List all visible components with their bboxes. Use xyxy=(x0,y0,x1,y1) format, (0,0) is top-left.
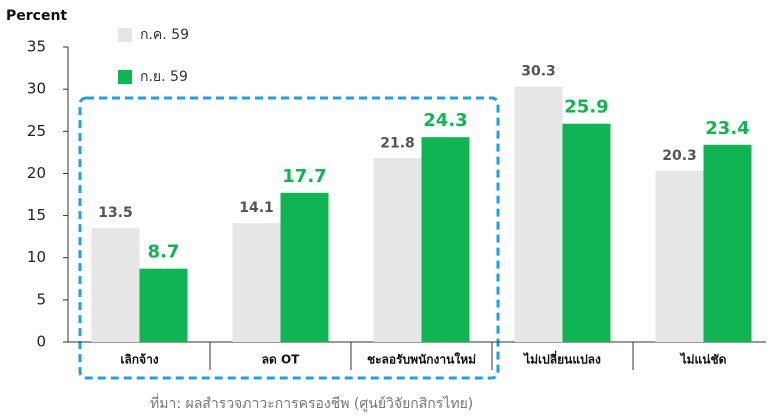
y-axis-label: Percent xyxy=(6,8,67,24)
y-tick-label: 25 xyxy=(27,122,46,140)
value-label: 14.1 xyxy=(239,200,274,216)
x-tick-label: ไม่แน่ชัด xyxy=(679,352,727,367)
value-label: 8.7 xyxy=(148,242,180,263)
y-tick-label: 35 xyxy=(27,38,46,56)
bar xyxy=(139,268,188,342)
value-label: 30.3 xyxy=(521,64,556,80)
value-label: 23.4 xyxy=(705,118,749,139)
y-tick-label: 5 xyxy=(36,290,46,308)
bar xyxy=(514,86,563,342)
value-label: 17.7 xyxy=(282,166,326,187)
y-tick-label: 30 xyxy=(27,80,46,98)
highlight-box xyxy=(78,96,500,380)
bar xyxy=(703,144,752,342)
x-tick-label: ชะลอรับพนักงานใหม่ xyxy=(367,352,476,367)
y-tick-label: 10 xyxy=(27,248,46,266)
y-tick-label: 20 xyxy=(27,164,46,182)
value-label: 21.8 xyxy=(380,135,415,151)
legend-label: ก.ค. 59 xyxy=(140,27,189,43)
source-note: ที่มา: ผลสำรวจภาวะการครองชีพ (ศูนย์วิจัย… xyxy=(150,394,473,412)
bar xyxy=(91,228,140,342)
bar xyxy=(655,170,704,342)
bar xyxy=(373,158,422,342)
value-label: 25.9 xyxy=(564,97,608,118)
y-tick-label: 0 xyxy=(36,333,46,351)
value-label: 13.5 xyxy=(98,205,133,221)
bar xyxy=(421,137,470,342)
legend-swatch xyxy=(118,28,132,42)
bar xyxy=(280,192,329,342)
y-tick-label: 15 xyxy=(27,206,46,224)
x-tick-label: เลิกจ้าง xyxy=(120,353,158,367)
value-label: 24.3 xyxy=(423,110,467,131)
legend-label: ก.ย. 59 xyxy=(140,69,188,85)
bar xyxy=(232,223,281,342)
bar xyxy=(562,123,611,342)
x-tick-label: ลด OT xyxy=(262,353,301,367)
x-tick-label: ไม่เปลี่ยนแปลง xyxy=(522,351,601,367)
value-label: 20.3 xyxy=(662,148,697,164)
legend-swatch xyxy=(118,70,132,84)
